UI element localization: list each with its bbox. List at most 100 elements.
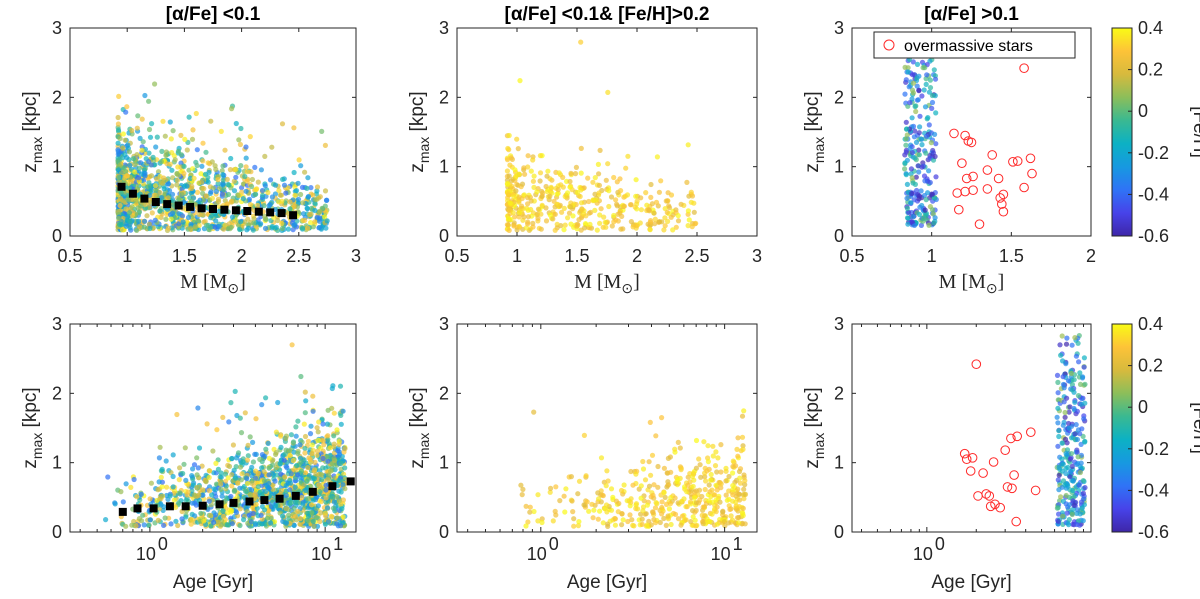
data-point: [629, 517, 635, 523]
x-axis-label: M [M⊙]: [939, 271, 1005, 297]
data-point: [739, 413, 746, 419]
data-point: [318, 510, 324, 516]
data-point: [286, 468, 292, 474]
data-point: [547, 489, 553, 495]
panel-1: 0 1 2 3 0.5 1 1.5 2 2.5 3 M [M⊙] zmax [kpc] [α/Fe] <…: [20, 4, 361, 297]
median-marker: [165, 502, 174, 511]
data-point: [926, 122, 932, 128]
data-point: [909, 219, 915, 225]
data-point: [286, 512, 292, 518]
data-point: [915, 97, 921, 103]
data-point: [578, 145, 584, 151]
data-point: [613, 498, 620, 504]
data-point: [195, 405, 201, 411]
data-point: [708, 477, 714, 483]
data-point: [917, 124, 923, 130]
data-point: [281, 457, 287, 463]
data-point: [903, 149, 909, 155]
y-tick-label: 1: [439, 453, 449, 473]
data-point: [144, 213, 150, 219]
data-point: [134, 227, 140, 233]
data-point: [652, 216, 658, 222]
data-point: [230, 442, 236, 448]
data-point: [283, 492, 289, 498]
data-point: [1074, 521, 1080, 528]
data-point: [154, 134, 160, 140]
data-point: [601, 214, 607, 220]
data-point: [665, 513, 671, 519]
data-point: [283, 520, 289, 526]
data-point: [605, 521, 611, 527]
data-point: [530, 224, 536, 230]
data-point: [194, 147, 200, 153]
overmassive-star-marker: [997, 199, 1007, 209]
data-point: [570, 509, 576, 515]
data-point: [225, 475, 231, 481]
data-point: [537, 153, 544, 159]
data-point: [916, 169, 922, 175]
data-point: [233, 120, 239, 127]
data-point: [146, 150, 152, 156]
data-point: [279, 220, 285, 227]
data-point: [1055, 420, 1061, 426]
overmassive-star-marker: [990, 499, 1000, 510]
data-point: [1064, 335, 1070, 341]
data-point: [196, 492, 202, 498]
median-marker: [140, 194, 149, 203]
data-point: [550, 518, 556, 524]
data-point: [588, 209, 594, 215]
data-point: [175, 522, 181, 529]
data-point: [287, 448, 293, 454]
data-point: [293, 424, 299, 430]
overmassive-star-marker: [1011, 516, 1022, 527]
data-point: [208, 512, 214, 519]
data-point: [917, 204, 923, 210]
plot-area: [959, 333, 1088, 528]
data-point: [181, 170, 187, 177]
data-point: [905, 69, 911, 75]
data-point: [331, 433, 337, 439]
data-point: [554, 191, 560, 197]
data-point: [336, 477, 342, 483]
data-point: [933, 110, 939, 116]
data-point: [181, 461, 187, 467]
data-point: [1056, 433, 1062, 440]
x-tick-label-exponent: 1: [733, 534, 743, 554]
data-point: [226, 463, 233, 469]
data-point: [301, 421, 307, 427]
data-point: [718, 485, 724, 491]
data-point: [674, 478, 680, 485]
overmassive-star-marker: [993, 173, 1004, 184]
data-point: [259, 465, 265, 471]
data-point: [1057, 498, 1063, 504]
median-marker: [346, 477, 355, 486]
data-point: [263, 446, 269, 452]
overmassive-star-marker: [988, 457, 999, 467]
data-point: [285, 480, 291, 486]
data-point: [709, 487, 715, 493]
data-point: [323, 482, 329, 488]
data-point: [276, 199, 282, 205]
data-point: [159, 466, 165, 472]
data-point: [307, 456, 313, 462]
median-marker: [254, 207, 263, 216]
data-point: [279, 225, 285, 232]
data-point: [604, 468, 610, 474]
x-axis-label: Age [Gyr]: [567, 572, 647, 593]
data-point: [547, 212, 553, 218]
data-point: [179, 213, 186, 219]
data-point: [1080, 374, 1086, 380]
data-point: [668, 469, 674, 475]
data-point: [123, 523, 129, 529]
data-point: [278, 471, 284, 477]
data-point: [1067, 404, 1073, 410]
data-point: [723, 492, 729, 498]
data-point: [687, 499, 694, 505]
data-point: [535, 492, 541, 498]
y-axis-label-text: z: [20, 459, 41, 469]
data-point: [229, 483, 235, 489]
data-point: [665, 218, 671, 224]
data-point: [735, 486, 741, 492]
data-point: [288, 432, 294, 438]
data-point: [322, 521, 328, 527]
